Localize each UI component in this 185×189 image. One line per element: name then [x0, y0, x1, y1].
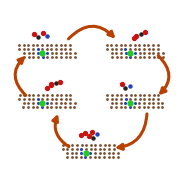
FancyArrowPatch shape [68, 26, 113, 39]
FancyArrowPatch shape [158, 56, 169, 93]
FancyArrowPatch shape [53, 117, 69, 147]
FancyArrowPatch shape [118, 114, 147, 149]
FancyArrowPatch shape [15, 58, 26, 95]
